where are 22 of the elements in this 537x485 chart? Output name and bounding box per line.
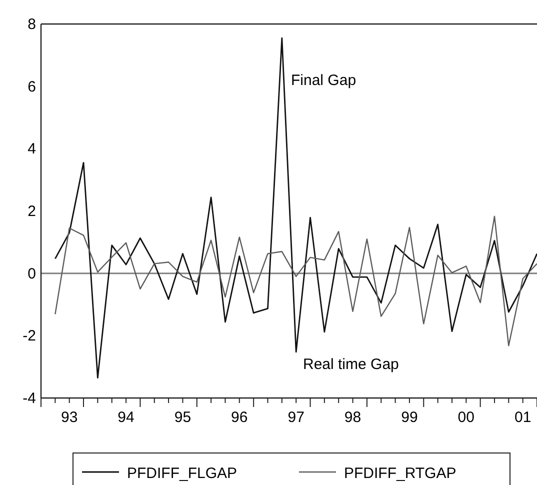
x-tick-label: 99 <box>401 409 418 426</box>
y-tick-label: -4 <box>22 390 36 407</box>
x-tick-label: 01 <box>514 409 532 426</box>
x-tick-label: 93 <box>61 409 78 426</box>
y-tick-label: -2 <box>22 328 36 345</box>
x-tick-label: 98 <box>344 409 362 426</box>
annotation: Real time Gap <box>303 356 399 373</box>
line-series <box>54 37 537 378</box>
legend-label: PFDIFF_RTGAP <box>344 465 456 482</box>
legend-label: PFDIFF_FLGAP <box>127 465 238 482</box>
x-tick-label: 96 <box>231 409 248 426</box>
y-tick-label: 2 <box>28 203 36 220</box>
x-tick-label: 94 <box>118 409 134 426</box>
annotation: Final Gap <box>291 72 356 89</box>
y-tick-label: 6 <box>28 78 36 96</box>
y-tick-label: 0 <box>28 265 36 282</box>
x-tick-label: 00 <box>458 409 474 426</box>
y-tick-label: 8 <box>28 16 36 33</box>
y-tick-label: 4 <box>28 140 36 158</box>
x-tick-label: 97 <box>288 409 304 426</box>
x-tick-label: 95 <box>174 409 192 426</box>
line-series <box>54 216 537 346</box>
